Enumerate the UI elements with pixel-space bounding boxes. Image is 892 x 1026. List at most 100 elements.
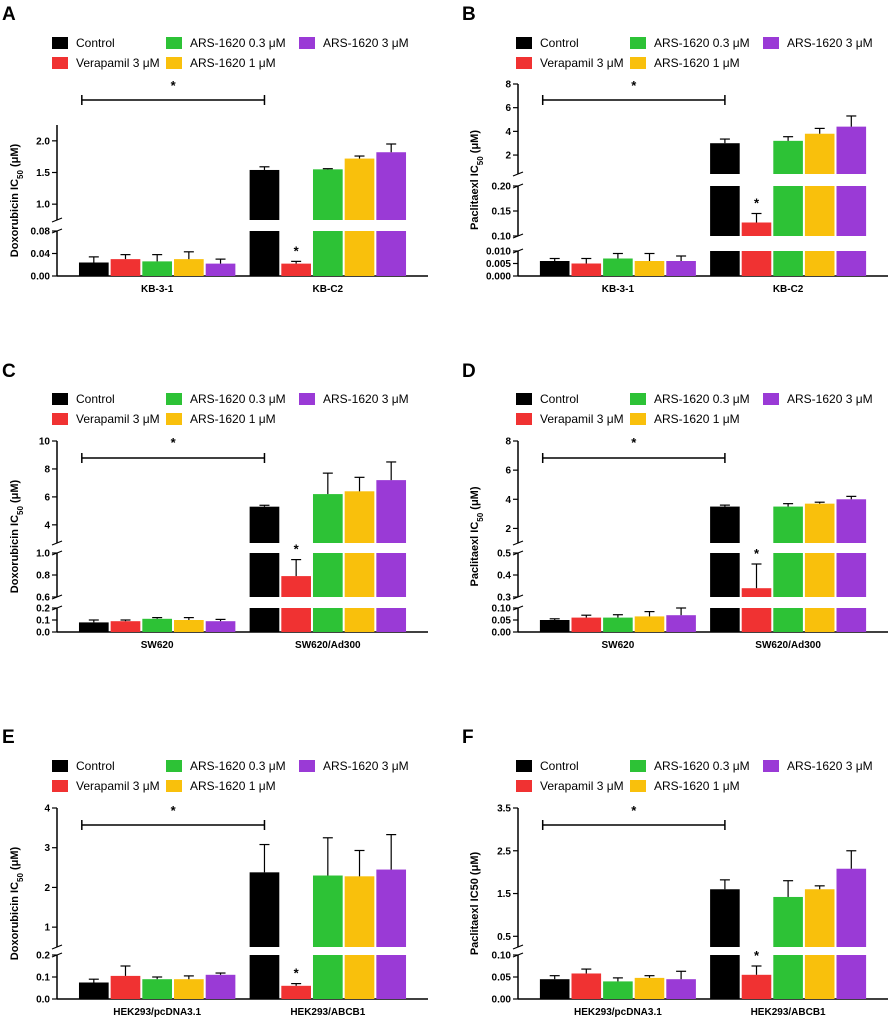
significance-star: * [631, 803, 637, 818]
y-tick-label: 0.0 [36, 995, 50, 1006]
bar [634, 616, 665, 632]
axis-break [512, 183, 524, 189]
y-tick-label: 0.00 [31, 272, 51, 283]
legend-entry: Verapamil 3 μM [540, 412, 624, 426]
bar [773, 955, 803, 999]
bar [710, 251, 740, 276]
legend-entry: ARS-1620 0.3 μM [654, 759, 750, 773]
y-tick-label: 4 [44, 804, 50, 815]
legend-swatch [52, 37, 68, 49]
axis-break [512, 944, 524, 950]
legend-swatch [166, 780, 182, 792]
y-tick-label: 0.005 [486, 259, 511, 270]
y-tick-label: 8 [44, 464, 50, 475]
bars [539, 115, 867, 276]
legend-entry: Verapamil 3 μM [540, 779, 624, 793]
bar [710, 889, 740, 947]
bar [110, 621, 141, 632]
y-axis: 0.000.050.100.3 0.4 0.5 2 4 6 8 [492, 437, 524, 639]
significance-bracket: * [541, 435, 726, 463]
legend-entry: ARS-1620 3 μM [323, 36, 409, 50]
bar [376, 553, 407, 597]
axis-break [51, 550, 63, 556]
significance-star: * [171, 803, 177, 818]
y-tick-label: 0.04 [31, 249, 51, 260]
legend-swatch [516, 57, 532, 69]
significance-star: * [294, 243, 300, 258]
bar [376, 608, 407, 632]
y-tick-label: 6 [44, 492, 50, 503]
axis-break [512, 605, 524, 611]
y-axis: 0.0 0.1 0.2 1 2 3 4 [36, 804, 63, 1006]
legend-entry: Control [76, 759, 115, 773]
legend-entry: ARS-1620 3 μM [323, 392, 409, 406]
bar [603, 617, 633, 632]
legend-swatch [630, 393, 646, 405]
bar [78, 262, 109, 276]
bar [836, 499, 867, 543]
y-tick-label: 3.5 [497, 804, 511, 815]
x-category-label: HEK293/pcDNA3.1 [113, 1007, 201, 1018]
axis-break [512, 594, 524, 600]
legend-swatch [516, 760, 532, 772]
bar [710, 608, 740, 632]
bar [634, 261, 665, 276]
bar [344, 608, 375, 632]
y-axis: 0.00 0.05 0.10 0.5 1.5 2.5 3.5 [492, 804, 524, 1006]
chart-panel-b: B Control Verapamil 3 μM ARS-1620 0.3 μM ARS… [462, 4, 888, 295]
bar [773, 251, 803, 276]
y-axis-label: Doxorubicin IC50 (μM) [9, 143, 25, 257]
bar [571, 617, 602, 632]
y-tick-label: 0.08 [31, 227, 51, 238]
bar [205, 263, 236, 276]
bar [773, 553, 803, 597]
bar [312, 169, 343, 220]
axis-break [51, 605, 63, 611]
bar [710, 553, 740, 597]
legend-swatch [52, 57, 68, 69]
bar [312, 231, 343, 276]
bars [539, 850, 867, 999]
legend-swatch [630, 780, 646, 792]
y-tick-label: 0.2 [36, 604, 50, 615]
axis-break [512, 952, 524, 958]
bar [666, 979, 696, 999]
legend-entry: Control [76, 36, 115, 50]
bar [249, 506, 280, 543]
y-tick-label: 1.5 [36, 168, 50, 179]
bar [804, 186, 835, 236]
bar [281, 576, 311, 597]
legend-swatch [299, 760, 315, 772]
legend-swatch [516, 413, 532, 425]
y-tick-label: 0.6 [36, 593, 50, 604]
bar [804, 251, 835, 276]
y-tick-label: 0.10 [492, 951, 512, 962]
y-tick-label: 1.5 [497, 889, 511, 900]
y-tick-label: 0.15 [492, 207, 512, 218]
bar [376, 955, 407, 999]
legend-entry: ARS-1620 1 μM [190, 779, 276, 793]
bar [344, 158, 375, 220]
bar [666, 261, 696, 276]
y-axis-label: Paclitaexl IC50 (μM) [469, 486, 485, 586]
y-axis: 0.00.10.20.6 0.8 1.0 4 6 8 10 [36, 437, 63, 639]
significance-bracket: * [541, 803, 726, 830]
legend-swatch [166, 413, 182, 425]
significance-bracket: * [81, 78, 266, 105]
bar [376, 231, 407, 276]
x-category-label: SW620 [141, 640, 174, 651]
x-category-label: SW620/Ad300 [295, 640, 361, 651]
y-tick-label: 1.0 [36, 200, 50, 211]
y-tick-label: 0.1 [36, 973, 50, 984]
legend-swatch [763, 37, 779, 49]
bar [741, 974, 772, 999]
bar [836, 553, 867, 597]
axis-break [51, 944, 63, 950]
bar [836, 126, 867, 174]
legend-entry: ARS-1620 3 μM [787, 392, 873, 406]
legend-entry: ARS-1620 0.3 μM [190, 392, 286, 406]
legend-swatch [516, 393, 532, 405]
chart-panel-d: D Control Verapamil 3 μM ARS-1620 0.3 μM ARS… [462, 361, 888, 651]
y-tick-label: 0.5 [497, 932, 511, 943]
